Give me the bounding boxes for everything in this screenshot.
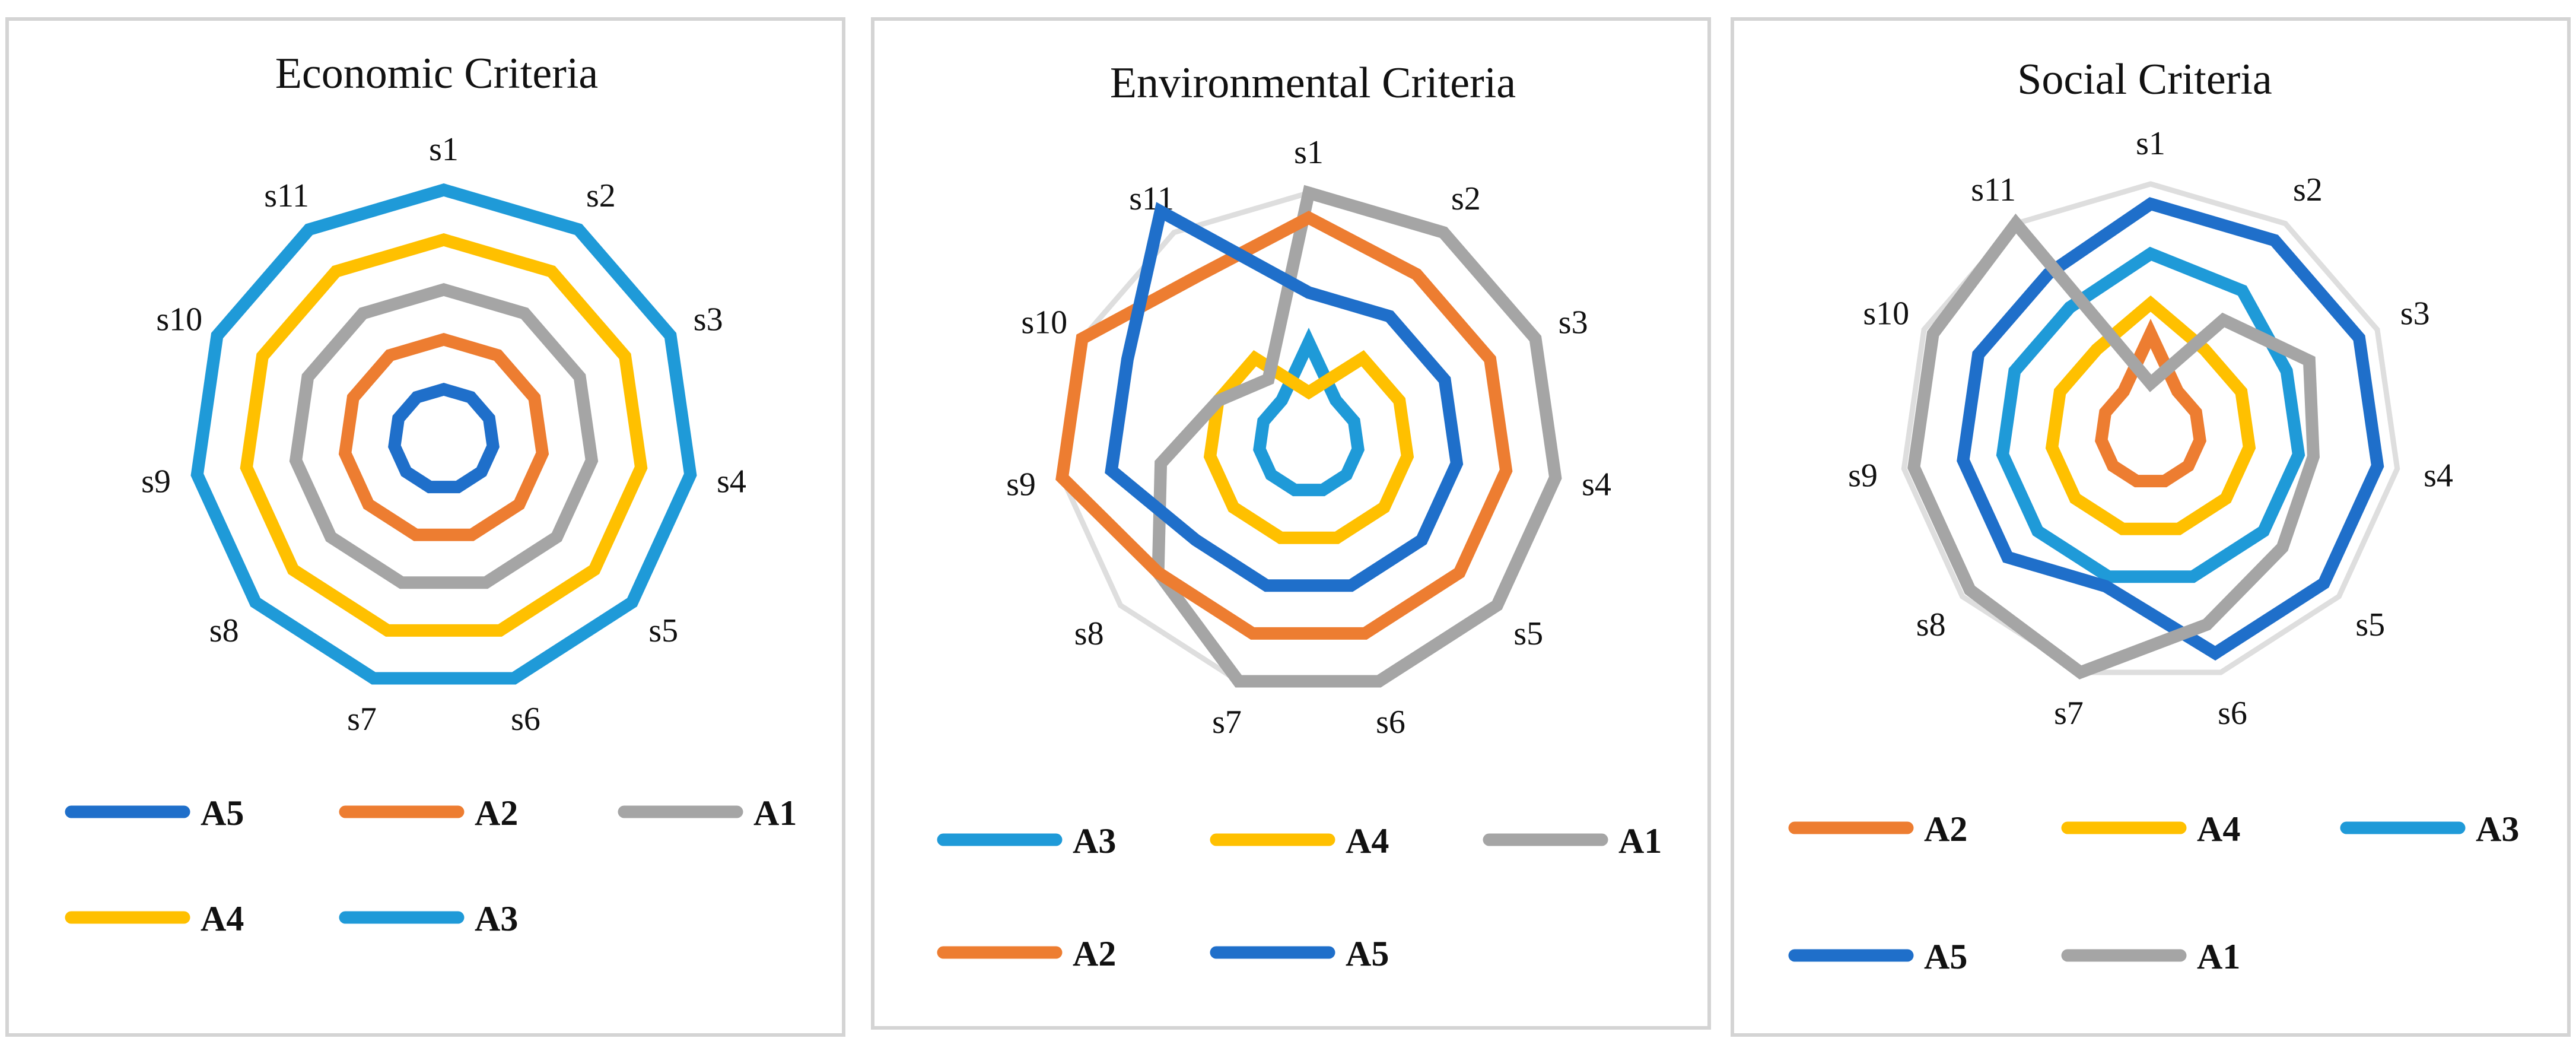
axis-label-s10: s10: [1021, 304, 1067, 341]
axis-label-s1: s1: [429, 131, 459, 168]
legend-label: A3: [475, 899, 518, 938]
legend-item-a1: A1: [618, 793, 797, 833]
legend-item-a1: A1: [1483, 821, 1662, 861]
radar-chart-economic: s1 s2 s3 s4 s5 s6 s7 s8 s9 s10 s11 A5 A2 A1 A4 A3: [65, 131, 797, 938]
legend-item-a3: A3: [2340, 809, 2519, 849]
legend-item-a4: A4: [65, 899, 244, 938]
legend-item-a2: A2: [1788, 809, 1967, 849]
series-line-a3: [1253, 328, 1365, 497]
axis-label-s8: s8: [209, 612, 239, 649]
series-line-a5: [1957, 197, 2384, 661]
radar-chart-social: s1 s2 s3 s4 s5 s6 s7 s8 s9 s10 s11 A2 A4 A3 A5 A1: [1788, 125, 2519, 976]
legend-label: A4: [2197, 809, 2240, 849]
series-line-a3: [1996, 246, 2305, 583]
series-line-a1: [1152, 185, 1562, 688]
chart-title: Economic Criteria: [275, 49, 599, 98]
axis-label-s9: s9: [1848, 458, 1878, 494]
legend-label: A5: [1346, 934, 1389, 973]
panel-social: Social Criteria s1 s2 s3 s4 s5 s6 s7 s8 s9 s10 s11…: [1731, 17, 2571, 1037]
series-line-a2: [1055, 211, 1513, 640]
axis-label-s8: s8: [1916, 607, 1946, 643]
legend-label: A2: [475, 793, 518, 833]
legend-label: A1: [753, 793, 797, 833]
axis-label-s4: s4: [2424, 458, 2453, 494]
legend-item-a3: A3: [937, 821, 1116, 861]
legend-item-a5: A5: [1210, 934, 1389, 973]
legend-label: A4: [1346, 821, 1389, 861]
legend-item-a4: A4: [1210, 821, 1389, 861]
legend-item-a5: A5: [65, 793, 244, 833]
axis-label-s3: s3: [1559, 304, 1588, 341]
axis-label-s9: s9: [141, 463, 171, 500]
legend-label: A2: [1924, 809, 1967, 849]
legend-item-a4: A4: [2061, 809, 2240, 849]
axis-label-s4: s4: [717, 463, 746, 500]
series-line-a3: [190, 183, 697, 685]
series-line-a4: [240, 233, 648, 637]
axis-label-s5: s5: [648, 612, 678, 649]
axis-label-s1: s1: [1294, 134, 1324, 171]
axis-label-s9: s9: [1006, 466, 1036, 503]
panel-economic: Economic Criteria s1s2s3s4s5s6s7s8s9s10s…: [5, 17, 845, 1037]
legend-item-a2: A2: [937, 934, 1116, 973]
axis-label-s7: s7: [347, 701, 377, 738]
axis-label-s10: s10: [156, 301, 202, 338]
legend-label: A5: [1924, 937, 1967, 976]
panel-environmental: Environmental Criteria s1 s2 s3 s4 s5 s6 s7 s8 s…: [871, 17, 1711, 1030]
legend-label: A4: [201, 899, 244, 938]
axis-label-s5: s5: [1513, 615, 1543, 652]
axis-label-s10: s10: [1863, 295, 1909, 332]
series-line-a4: [2045, 295, 2256, 535]
legend-item-a3: A3: [339, 899, 518, 938]
axis-label-s5: s5: [2355, 607, 2385, 643]
legend-label: A1: [1618, 821, 1662, 861]
series-line-a2: [338, 333, 549, 541]
series-line-a1: [289, 283, 599, 589]
chart-title: Social Criteria: [2017, 55, 2272, 104]
axis-label-s11: s11: [264, 177, 309, 214]
axis-label-s7: s7: [2054, 695, 2084, 732]
legend-label: A5: [201, 793, 244, 833]
legend-item-a1: A1: [2061, 937, 2240, 976]
legend-item-a2: A2: [339, 793, 518, 833]
axis-label-s6: s6: [511, 701, 540, 738]
axis-label-s11: s11: [1971, 172, 2016, 208]
series-line-a1: [1907, 213, 2320, 680]
axis-label-s3: s3: [2400, 295, 2430, 332]
series-line-a2: [2095, 319, 2206, 488]
panel-frame: [871, 17, 1711, 1030]
axis-label-s2: s2: [2293, 172, 2323, 208]
legend-label: A1: [2197, 937, 2240, 976]
axis-label-s6: s6: [1376, 704, 1405, 741]
series-line-a5: [388, 383, 500, 494]
axis-label-s7: s7: [1212, 704, 1242, 741]
axis-label-s2: s2: [586, 177, 616, 214]
legend-label: A3: [2476, 809, 2519, 849]
legend-label: A3: [1073, 821, 1116, 861]
legend-label: A2: [1073, 934, 1116, 973]
radar-grid: [1901, 181, 2400, 675]
chart-title: Environmental Criteria: [1110, 59, 1516, 107]
axis-label-s6: s6: [2218, 695, 2247, 732]
axis-label-s3: s3: [694, 301, 723, 338]
axis-label-s2: s2: [1451, 180, 1481, 217]
axis-label-s8: s8: [1074, 615, 1104, 652]
axis-label-s1: s1: [2136, 125, 2165, 162]
legend-item-a5: A5: [1788, 937, 1967, 976]
axis-label-s4: s4: [1582, 466, 1611, 503]
series-line-a5: [1105, 202, 1464, 592]
panel-frame: [5, 17, 845, 1037]
